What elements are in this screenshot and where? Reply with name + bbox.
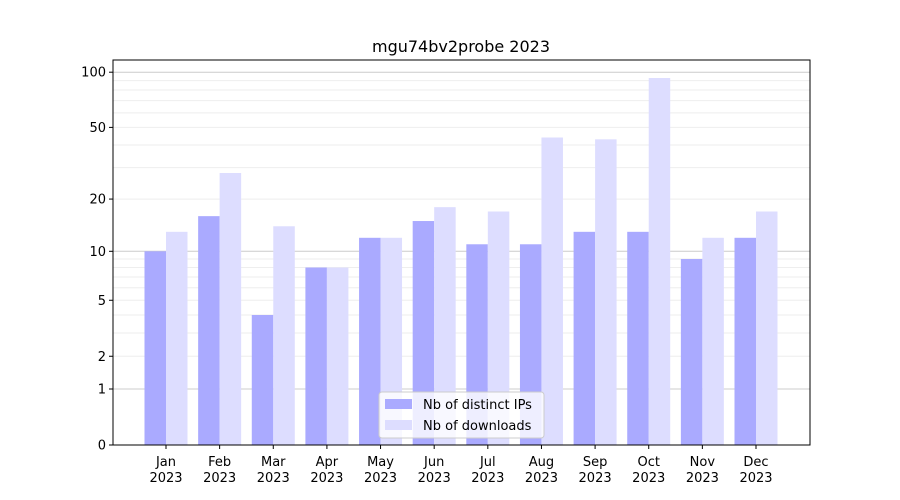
bar-ips (251, 314, 274, 445)
x-tick-label: Oct 2023 (632, 455, 665, 486)
x-tick-label: Jul 2023 (471, 455, 504, 486)
y-tick-label: 100 (81, 66, 106, 81)
legend-label: Nb of downloads (423, 419, 532, 434)
bar-ips (734, 237, 756, 445)
x-tick-label-line: 2023 (257, 471, 290, 486)
bar-downloads (434, 207, 456, 445)
bar-ips (412, 221, 435, 445)
y-tick-label: 20 (89, 193, 106, 208)
x-tick-label-line: 2023 (203, 471, 236, 486)
x-tick-label-line: Nov (690, 455, 716, 470)
bar-downloads (326, 267, 349, 445)
x-tick-label: Sep 2023 (579, 455, 612, 486)
plot-frame (112, 59, 811, 446)
x-tick-label-line: Sep (583, 455, 608, 470)
x-tick-label-line: 2023 (364, 471, 397, 486)
x-tick-label-line: Oct (637, 455, 659, 470)
y-tick-label: 2 (98, 350, 106, 365)
x-tick-label-line: Aug (529, 455, 554, 470)
bar-ips (359, 237, 381, 445)
x-tick-label-line: 2023 (418, 471, 451, 486)
bar-ips (144, 251, 166, 445)
x-tick-label: Jan 2023 (149, 455, 182, 486)
bar-ips (305, 267, 327, 445)
bar-downloads (273, 226, 295, 445)
chart-title: mgu74bv2probe 2023 (372, 37, 550, 56)
x-tick-label: Apr 2023 (310, 455, 343, 486)
bar-downloads (541, 137, 563, 445)
x-tick-label-line: 2023 (471, 471, 504, 486)
x-tick-label: May 2023 (364, 455, 397, 486)
y-tick-label: 5 (98, 294, 106, 309)
bar-downloads (702, 237, 724, 445)
x-tick-label: Feb 2023 (203, 455, 236, 486)
x-tick-label-line: 2023 (525, 471, 558, 486)
bar-ips (198, 216, 220, 445)
x-tick-label-line: Feb (208, 455, 231, 470)
bar-downloads (595, 139, 617, 445)
legend-box (378, 391, 545, 439)
y-tick-label: 10 (89, 245, 106, 260)
x-tick-label: Jun 2023 (418, 455, 451, 486)
x-tick-label: Nov 2023 (686, 455, 719, 486)
x-tick-label-line: 2023 (149, 471, 182, 486)
x-tick-label-line: 2023 (632, 471, 665, 486)
bar-downloads (487, 211, 510, 445)
x-tick-label-line: Jul (479, 455, 496, 470)
x-tick-label: Aug 2023 (525, 455, 558, 486)
legend-swatch (385, 399, 412, 409)
x-tick-label-line: Dec (743, 455, 768, 470)
x-tick-label-line: Jan (155, 455, 176, 470)
x-tick-label: Dec 2023 (739, 455, 772, 486)
bar-downloads (648, 77, 671, 445)
bar-ips (573, 231, 596, 445)
x-tick-label-line: May (367, 455, 394, 470)
bar-downloads (756, 211, 778, 445)
y-tick-label: 1 (98, 383, 106, 398)
x-tick-label: Mar 2023 (257, 455, 290, 486)
bar-downloads (166, 231, 188, 445)
x-tick-label-line: 2023 (686, 471, 719, 486)
bar-ips (680, 259, 703, 445)
x-tick-label-line: Apr (316, 455, 339, 470)
x-tick-label-line: Mar (261, 455, 286, 470)
bar-ips (627, 231, 649, 445)
x-tick-label-line: Jun (423, 455, 444, 470)
y-tick-label: 50 (89, 121, 106, 136)
x-tick-label-line: 2023 (579, 471, 612, 486)
y-tick-label: 0 (98, 439, 106, 454)
bar-downloads (219, 172, 242, 446)
legend-label: Nb of distinct IPs (423, 398, 532, 413)
x-tick-label-line: 2023 (310, 471, 343, 486)
x-tick-label-line: 2023 (739, 471, 772, 486)
legend-swatch (385, 420, 412, 430)
